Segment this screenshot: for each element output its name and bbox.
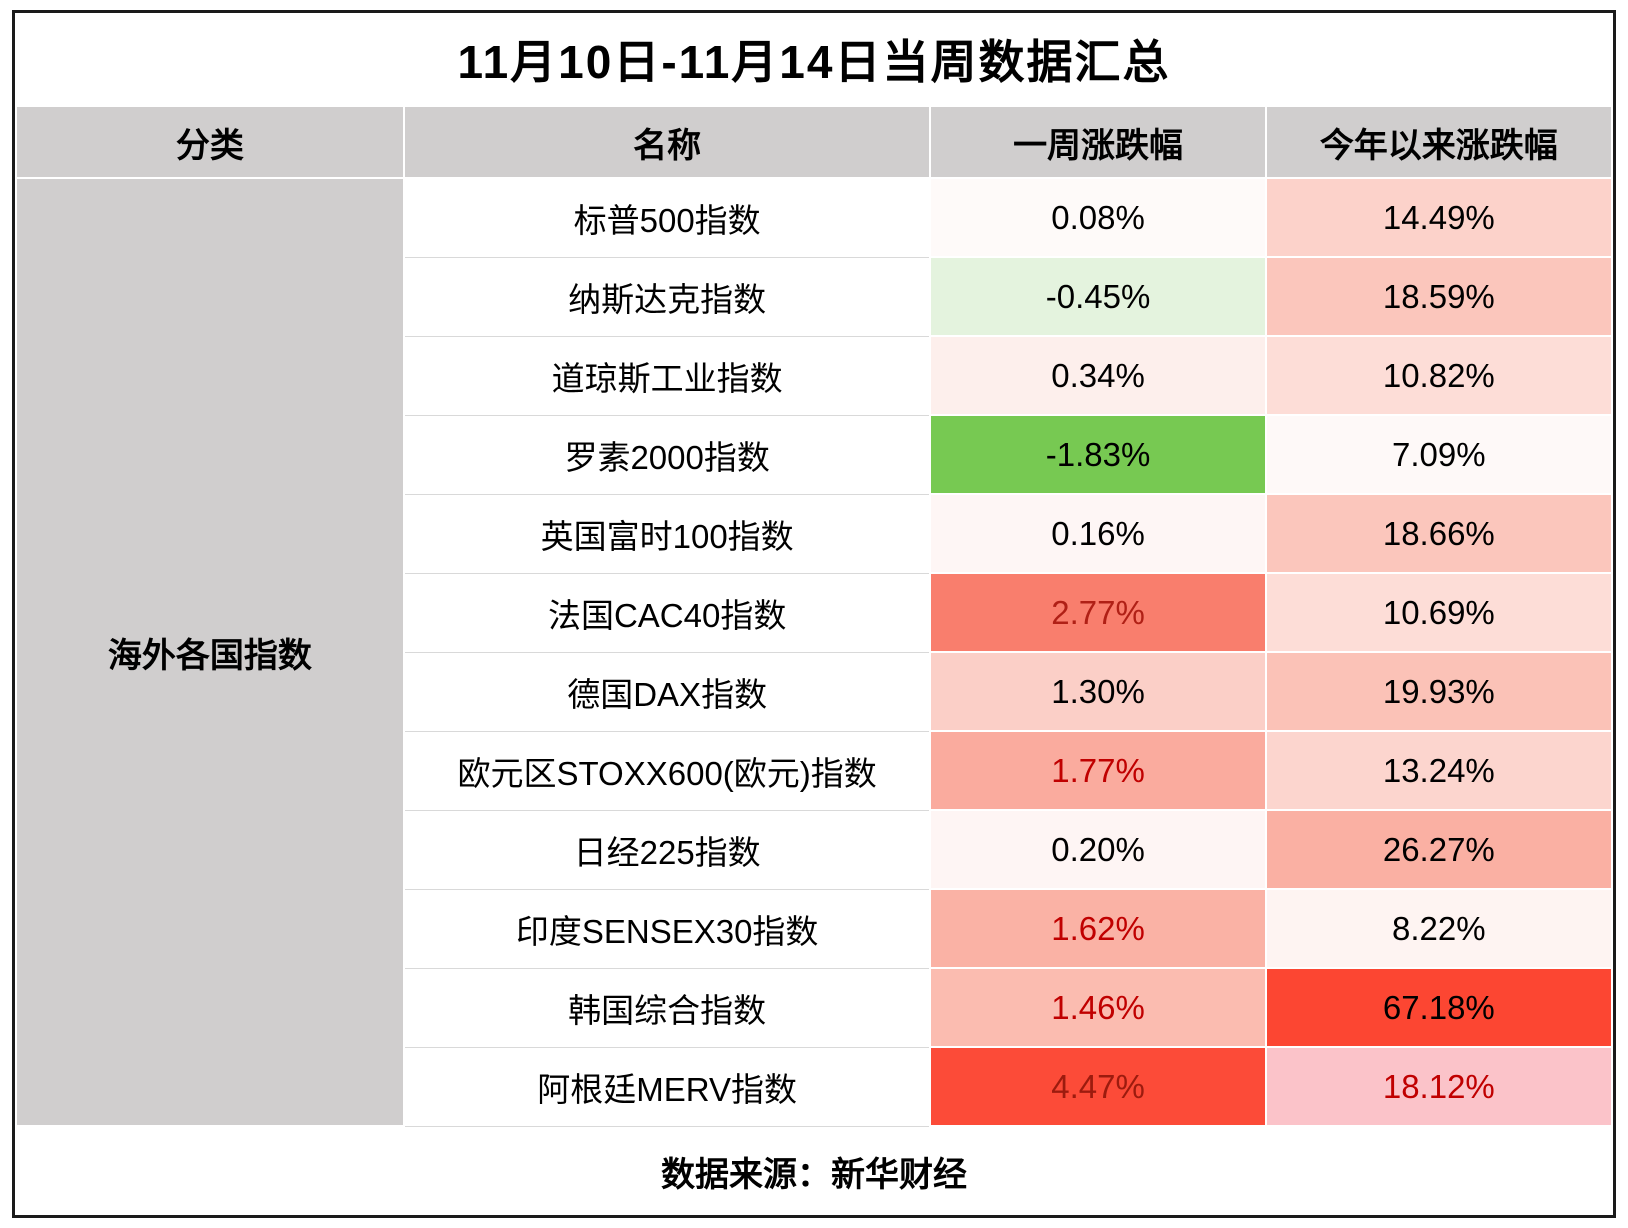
week-change-cell: 1.46%	[929, 967, 1267, 1048]
index-name-cell: 纳斯达克指数	[403, 257, 932, 337]
table-row: 阿根廷MERV指数 4.47% 18.12%	[16, 1046, 1614, 1127]
ytd-change-cell: 8.22%	[1264, 888, 1614, 969]
ytd-change-cell: 18.59%	[1264, 256, 1614, 337]
table-row: 韩国综合指数 1.46% 67.18%	[16, 967, 1614, 1048]
weekly-data-table: 分类 名称 一周涨跌幅 今年以来涨跌幅 海外各国指数 标普500指数 0.08% 14…	[15, 105, 1614, 1127]
column-header-week-change: 一周涨跌幅	[929, 105, 1267, 179]
data-source-note: 数据来源：新华财经	[15, 1127, 1613, 1215]
week-change-cell: 0.20%	[929, 809, 1267, 890]
table-frame: 11月10日-11月14日当周数据汇总 分类 名称 一周涨跌幅 今年以来涨跌幅 …	[12, 10, 1616, 1218]
index-name-cell: 英国富时100指数	[403, 494, 932, 574]
index-name-cell: 法国CAC40指数	[403, 573, 932, 653]
table-row: 欧元区STOXX600(欧元)指数 1.77% 13.24%	[16, 730, 1614, 811]
category-group-cell: 海外各国指数	[15, 177, 405, 1127]
column-header-ytd-change: 今年以来涨跌幅	[1264, 105, 1614, 179]
index-name-cell: 欧元区STOXX600(欧元)指数	[403, 731, 932, 811]
ytd-change-cell: 14.49%	[1264, 177, 1614, 258]
ytd-change-cell: 18.12%	[1264, 1046, 1614, 1127]
table-row: 海外各国指数 标普500指数 0.08% 14.49%	[15, 177, 1614, 1127]
ytd-change-cell: 67.18%	[1264, 967, 1614, 1048]
week-change-cell: 4.47%	[929, 1046, 1267, 1127]
week-change-cell: 0.08%	[929, 177, 1267, 258]
table-row: 罗素2000指数 -1.83% 7.09%	[16, 414, 1614, 495]
table-row: 道琼斯工业指数 0.34% 10.82%	[16, 335, 1614, 416]
column-header-name: 名称	[402, 105, 932, 179]
table-row: 英国富时100指数 0.16% 18.66%	[16, 493, 1614, 574]
week-change-cell: -1.83%	[929, 414, 1267, 495]
ytd-change-cell: 18.66%	[1264, 493, 1614, 574]
ytd-change-cell: 10.82%	[1264, 335, 1614, 416]
table-row: 纳斯达克指数 -0.45% 18.59%	[16, 256, 1614, 337]
index-name-cell: 日经225指数	[403, 810, 932, 890]
table-row: 印度SENSEX30指数 1.62% 8.22%	[16, 888, 1614, 969]
week-change-cell: 2.77%	[929, 572, 1267, 653]
week-change-cell: 1.77%	[929, 730, 1267, 811]
table-row: 日经225指数 0.20% 26.27%	[16, 809, 1614, 890]
index-name-cell: 道琼斯工业指数	[403, 336, 932, 416]
week-change-cell: 1.62%	[929, 888, 1267, 969]
ytd-change-cell: 7.09%	[1264, 414, 1614, 495]
page-title: 11月10日-11月14日当周数据汇总	[15, 13, 1613, 105]
week-change-cell: 1.30%	[929, 651, 1267, 732]
table-body: 海外各国指数 标普500指数 0.08% 14.49% 纳斯达克指数 -0.45% 18.5…	[15, 177, 1614, 1127]
ytd-change-cell: 19.93%	[1264, 651, 1614, 732]
table-row: 法国CAC40指数 2.77% 10.69%	[16, 572, 1614, 653]
week-change-cell: -0.45%	[929, 256, 1267, 337]
table-header-row: 分类 名称 一周涨跌幅 今年以来涨跌幅	[15, 105, 1614, 179]
index-name-cell: 德国DAX指数	[403, 652, 932, 732]
table-row: 德国DAX指数 1.30% 19.93%	[16, 651, 1614, 732]
ytd-change-cell: 10.69%	[1264, 572, 1614, 653]
ytd-change-cell: 26.27%	[1264, 809, 1614, 890]
index-name-cell: 罗素2000指数	[403, 415, 932, 495]
column-header-category: 分类	[15, 105, 405, 179]
index-name-cell: 韩国综合指数	[403, 968, 932, 1048]
week-change-cell: 0.34%	[929, 335, 1267, 416]
index-name-cell: 阿根廷MERV指数	[403, 1047, 932, 1127]
ytd-change-cell: 13.24%	[1264, 730, 1614, 811]
week-change-cell: 0.16%	[929, 493, 1267, 574]
index-name-cell: 印度SENSEX30指数	[403, 889, 932, 969]
index-name-cell: 标普500指数	[403, 178, 932, 258]
